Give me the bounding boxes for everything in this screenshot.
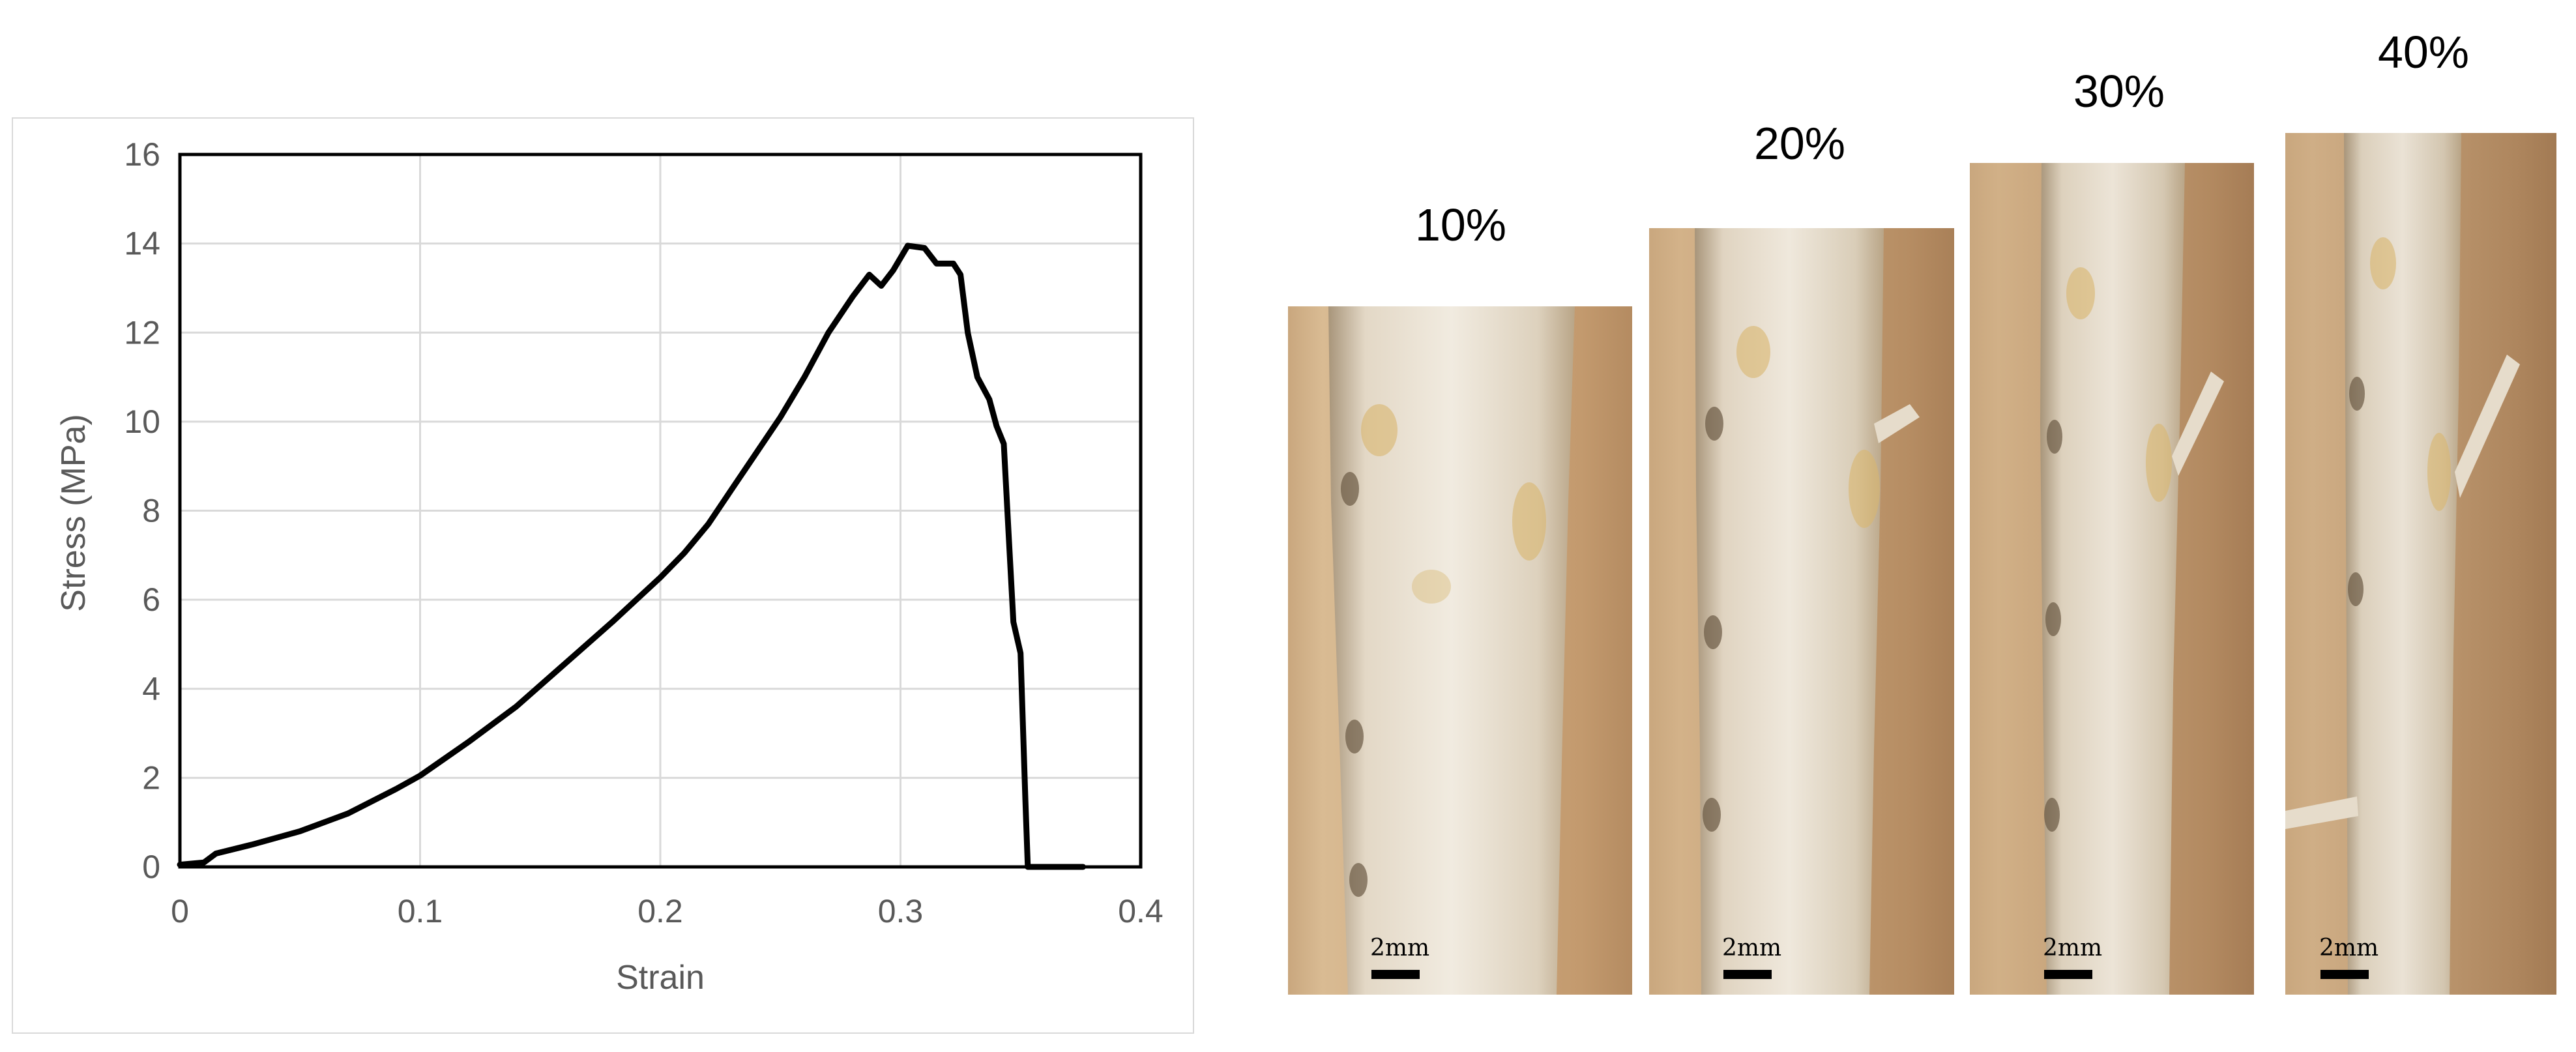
y-tick-label: 6 [142,581,160,618]
stress-strain-chart: 0 2 4 6 8 10 12 14 16 0 0.1 0.2 0.3 0.4 Strain Stress… [12,117,1194,1034]
y-tick-label: 2 [142,759,160,796]
y-tick-label: 14 [124,226,160,262]
x-tick-label: 0.1 [398,893,443,929]
scale-label-40: 2mm [2319,935,2379,961]
sample-photo-30: 2mm [1970,163,2254,995]
y-tick-label: 8 [142,493,160,529]
stress-strain-curve [177,242,1087,870]
image-label-10: 10% [1414,199,1507,250]
image-label-20: 20% [1753,118,1846,169]
chart-svg: 0 2 4 6 8 10 12 14 16 0 0.1 0.2 0.3 0.4 Strain Stress… [55,136,1164,997]
scale-bar-40 [2320,970,2369,979]
x-tick-label: 0.3 [878,893,924,929]
scale-label-10: 2mm [1370,935,1430,961]
scale-label-20: 2mm [1722,935,1782,961]
x-tick-label: 0 [171,893,189,929]
sample-photo-20: 2mm [1649,228,1954,995]
x-axis-title: Strain [616,959,705,997]
y-axis-title: Stress (MPa) [55,414,93,611]
y-tick-label: 0 [142,849,160,885]
image-label-40: 40% [2377,27,2470,78]
scale-bar-10 [1371,970,1420,979]
y-tick-label: 4 [142,671,160,707]
sample-photo-40: 2mm [2285,133,2556,995]
sample-photo-10: 2mm [1288,306,1632,995]
scale-bar-20 [1723,970,1772,979]
x-tick-label: 0.4 [1118,893,1164,929]
y-tick-label: 10 [124,403,160,440]
scale-label-30: 2mm [2043,935,2103,961]
image-label-30: 30% [2073,66,2165,117]
scale-bar-30 [2044,970,2092,979]
plot-frame [178,153,1143,869]
y-tick-label: 12 [124,314,160,351]
x-tick-label: 0.2 [637,893,683,929]
y-tick-label: 16 [124,136,160,173]
